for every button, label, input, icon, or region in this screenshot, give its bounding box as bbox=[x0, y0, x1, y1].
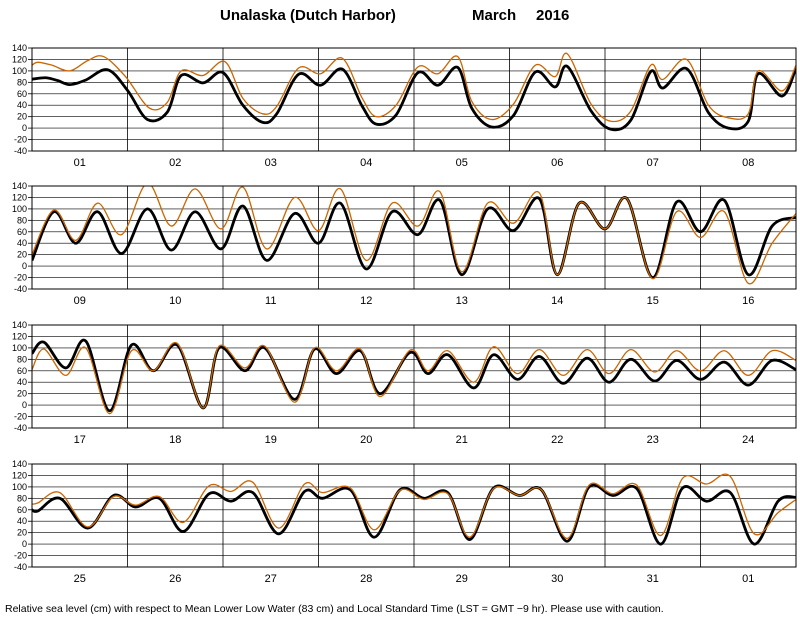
y-tick-label: 0 bbox=[22, 261, 27, 271]
day-label: 27 bbox=[265, 573, 277, 585]
y-tick-label: 60 bbox=[17, 366, 27, 376]
day-label: 20 bbox=[360, 434, 372, 446]
series-predicted-line bbox=[32, 483, 796, 546]
day-label: 13 bbox=[456, 295, 468, 307]
panel-frame bbox=[31, 324, 797, 429]
y-tick-label: 140 bbox=[12, 320, 27, 330]
y-tick-label: 140 bbox=[12, 459, 27, 469]
day-label: 08 bbox=[742, 157, 754, 169]
series-observed-line bbox=[32, 52, 796, 123]
y-tick-label: 0 bbox=[22, 539, 27, 549]
y-tick-label: 0 bbox=[22, 400, 27, 410]
y-tick-label: 80 bbox=[17, 77, 27, 87]
y-tick-label: 40 bbox=[17, 238, 27, 248]
y-tick-label: 80 bbox=[17, 354, 27, 364]
y-tick-label: 140 bbox=[12, 43, 27, 53]
y-tick-label: 60 bbox=[17, 227, 27, 237]
chart-month: March bbox=[472, 7, 516, 24]
day-label: 26 bbox=[169, 573, 181, 585]
y-tick-label: 80 bbox=[17, 493, 27, 503]
series-observed-line bbox=[32, 186, 796, 285]
y-tick-label: -40 bbox=[14, 562, 27, 572]
day-label: 01 bbox=[742, 573, 754, 585]
panel-frame bbox=[31, 185, 797, 290]
y-tick-label: -20 bbox=[14, 412, 27, 422]
y-tick-label: -40 bbox=[14, 146, 27, 156]
series-predicted-line bbox=[32, 338, 796, 413]
y-tick-label: 120 bbox=[12, 331, 27, 341]
day-label: 04 bbox=[360, 157, 372, 169]
y-tick-label: -40 bbox=[14, 423, 27, 433]
day-label: 31 bbox=[647, 573, 659, 585]
y-tick-label: 60 bbox=[17, 505, 27, 515]
day-label: 05 bbox=[456, 157, 468, 169]
day-label: 16 bbox=[742, 295, 754, 307]
y-tick-label: 0 bbox=[22, 123, 27, 133]
day-label: 10 bbox=[169, 295, 181, 307]
day-label: 23 bbox=[647, 434, 659, 446]
y-tick-label: 20 bbox=[17, 112, 27, 122]
chart-year: 2016 bbox=[536, 7, 569, 24]
day-label: 07 bbox=[647, 157, 659, 169]
day-label: 12 bbox=[360, 295, 372, 307]
day-label: 25 bbox=[74, 573, 86, 585]
chart-title: Unalaska (Dutch Harbor) bbox=[220, 7, 396, 24]
y-tick-label: -40 bbox=[14, 284, 27, 294]
y-tick-label: 20 bbox=[17, 250, 27, 260]
day-label: 21 bbox=[456, 434, 468, 446]
day-label: 14 bbox=[551, 295, 563, 307]
day-label: 22 bbox=[551, 434, 563, 446]
day-label: 03 bbox=[265, 157, 277, 169]
day-label: 01 bbox=[74, 157, 86, 169]
y-tick-label: 120 bbox=[12, 54, 27, 64]
day-label: 09 bbox=[74, 295, 86, 307]
y-tick-label: 100 bbox=[12, 343, 27, 353]
day-label: 02 bbox=[169, 157, 181, 169]
y-tick-label: -20 bbox=[14, 551, 27, 561]
panel-frame bbox=[31, 47, 797, 152]
y-tick-label: -20 bbox=[14, 135, 27, 145]
y-tick-label: 40 bbox=[17, 516, 27, 526]
y-tick-label: 60 bbox=[17, 89, 27, 99]
y-tick-label: 120 bbox=[12, 470, 27, 480]
y-tick-label: 140 bbox=[12, 181, 27, 191]
series-predicted-line bbox=[32, 64, 796, 132]
day-label: 06 bbox=[551, 157, 563, 169]
y-tick-label: 120 bbox=[12, 192, 27, 202]
day-label: 11 bbox=[265, 295, 276, 307]
day-label: 30 bbox=[551, 573, 563, 585]
day-label: 29 bbox=[456, 573, 468, 585]
series-predicted-line bbox=[32, 196, 796, 279]
panel-frame bbox=[31, 463, 797, 568]
y-tick-label: 80 bbox=[17, 215, 27, 225]
y-tick-label: 100 bbox=[12, 66, 27, 76]
day-label: 19 bbox=[265, 434, 277, 446]
day-label: 18 bbox=[169, 434, 181, 446]
series-observed-line bbox=[32, 342, 796, 415]
y-tick-label: 100 bbox=[12, 482, 27, 492]
y-tick-label: 20 bbox=[17, 389, 27, 399]
y-tick-label: 20 bbox=[17, 528, 27, 538]
y-tick-label: 40 bbox=[17, 377, 27, 387]
y-tick-label: 40 bbox=[17, 100, 27, 110]
day-label: 15 bbox=[647, 295, 659, 307]
y-tick-label: 100 bbox=[12, 204, 27, 214]
day-label: 24 bbox=[742, 434, 754, 446]
day-label: 17 bbox=[74, 434, 86, 446]
y-tick-label: -20 bbox=[14, 273, 27, 283]
series-observed-line bbox=[32, 473, 796, 540]
footnote: Relative sea level (cm) with respect to … bbox=[5, 603, 664, 615]
day-label: 28 bbox=[360, 573, 372, 585]
